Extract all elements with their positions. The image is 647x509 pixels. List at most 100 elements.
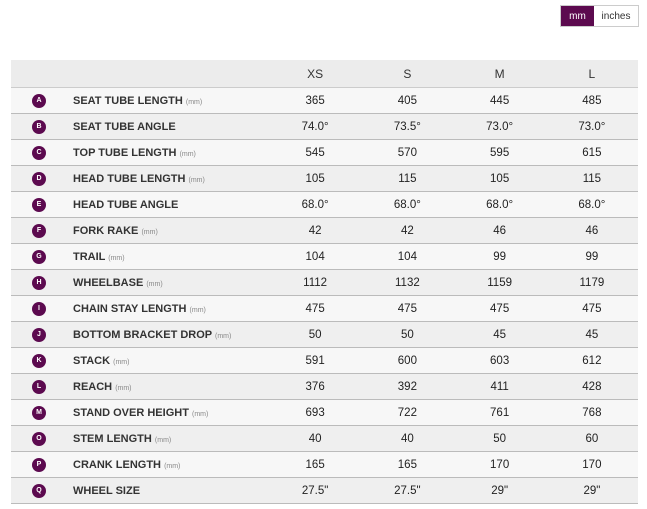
row-value: 68.0° [453,191,546,218]
row-value: 73.0° [545,113,638,140]
row-value: 68.0° [269,191,362,218]
row-value: 73.5° [361,113,454,140]
row-value: 612 [545,347,638,374]
row-value: 722 [361,399,454,426]
row-value: 475 [269,295,362,322]
table-row: O STEM LENGTH (mm) 40 40 50 60 [11,425,638,452]
row-key-badge: L [32,379,46,394]
row-value: 405 [361,87,454,114]
row-value: 768 [545,399,638,426]
row-value: 392 [361,373,454,400]
row-value: 600 [361,347,454,374]
row-value: 603 [453,347,546,374]
row-value: 29" [545,477,638,504]
table-row: D HEAD TUBE LENGTH (mm) 105 115 105 115 [11,165,638,192]
row-value: 45 [545,321,638,348]
row-value: 615 [545,139,638,166]
table-row: M STAND OVER HEIGHT (mm) 693 722 761 768 [11,399,638,426]
row-unit: (mm) [108,254,125,262]
row-unit: (mm) [115,384,132,392]
row-value: 1132 [361,269,454,296]
table-row: K STACK (mm) 591 600 603 612 [11,347,638,374]
row-unit: (mm) [113,358,130,366]
row-key-badge: A [32,93,46,108]
row-key-badge: F [32,223,46,238]
table-row: L REACH (mm) 376 392 411 428 [11,373,638,400]
table-row: E HEAD TUBE ANGLE 68.0° 68.0° 68.0° 68.0° [11,191,638,218]
row-unit: (mm) [188,176,205,184]
row-value: 42 [361,217,454,244]
row-key-badge: P [32,457,46,472]
row-key-badge: D [32,171,46,186]
row-value: 165 [269,451,362,478]
row-key-badge: Q [32,483,46,498]
row-value: 595 [453,139,546,166]
row-label: TRAIL [73,250,106,263]
row-key-badge: I [32,301,46,316]
row-label: SEAT TUBE LENGTH [73,94,183,107]
row-value: 693 [269,399,362,426]
row-value: 40 [361,425,454,452]
row-label: FORK RAKE [73,224,139,237]
table-row: F FORK RAKE (mm) 42 42 46 46 [11,217,638,244]
row-value: 445 [453,87,546,114]
size-header: XS [269,60,362,88]
row-unit: (mm) [189,306,206,314]
row-value: 376 [269,373,362,400]
row-value: 104 [361,243,454,270]
row-value: 105 [453,165,546,192]
table-row: P CRANK LENGTH (mm) 165 165 170 170 [11,451,638,478]
row-key-badge: J [32,327,46,342]
row-value: 50 [269,321,362,348]
row-value: 115 [361,165,454,192]
row-value: 761 [453,399,546,426]
row-label: CHAIN STAY LENGTH [73,302,187,315]
row-value: 570 [361,139,454,166]
row-key-badge: K [32,353,46,368]
row-label: STAND OVER HEIGHT [73,406,189,419]
table-header: XS S M L [11,60,638,88]
row-value: 170 [453,451,546,478]
row-value: 99 [453,243,546,270]
row-label: CRANK LENGTH [73,458,161,471]
row-key-badge: H [32,275,46,290]
row-value: 591 [269,347,362,374]
row-value: 428 [545,373,638,400]
row-value: 475 [545,295,638,322]
unit-mm-button[interactable]: mm [561,6,594,26]
row-value: 1159 [453,269,546,296]
row-unit: (mm) [154,436,172,444]
row-label: HEAD TUBE ANGLE [73,198,179,211]
row-label: BOTTOM BRACKET DROP [73,328,212,341]
row-value: 170 [545,451,638,478]
unit-inches-button[interactable]: inches [594,6,638,26]
row-value: 50 [453,425,546,452]
row-key-badge: E [32,197,46,212]
row-label: REACH [73,380,113,393]
row-value: 115 [545,165,638,192]
row-value: 46 [545,217,638,244]
row-value: 104 [269,243,362,270]
row-value: 68.0° [361,191,454,218]
geometry-table: XS S M L A SEAT TUBE LENGTH (mm) 365 405 445… [11,60,638,504]
row-unit: (mm) [141,228,158,236]
row-label: SEAT TUBE ANGLE [73,120,176,133]
row-unit: (mm) [191,410,209,418]
row-value: 485 [545,87,638,114]
row-value: 42 [269,217,362,244]
row-value: 27.5" [269,477,362,504]
row-value: 74.0° [269,113,362,140]
size-header: S [361,60,454,88]
table-row: J BOTTOM BRACKET DROP (mm) 50 50 45 45 [11,321,638,348]
row-value: 45 [453,321,546,348]
row-value: 50 [361,321,454,348]
row-label: TOP TUBE LENGTH [73,146,177,159]
row-label: HEAD TUBE LENGTH [73,172,186,185]
row-value: 60 [545,425,638,452]
row-unit: (mm) [179,150,196,158]
size-header: L [545,60,638,88]
row-key-badge: B [32,119,46,134]
row-value: 73.0° [453,113,546,140]
row-unit: (mm) [185,98,203,106]
row-value: 365 [269,87,362,114]
